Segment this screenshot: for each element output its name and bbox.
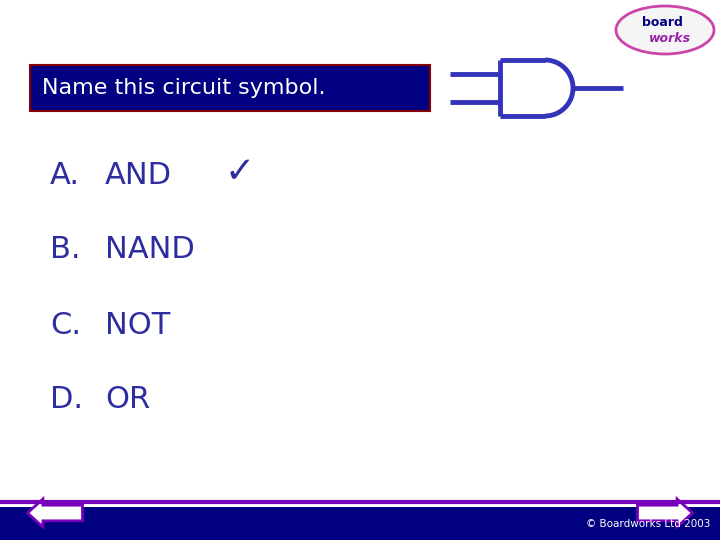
Text: © Boardworks Ltd 2003: © Boardworks Ltd 2003 bbox=[585, 519, 710, 529]
Ellipse shape bbox=[616, 6, 714, 54]
Text: ✓: ✓ bbox=[225, 155, 256, 189]
Text: B.: B. bbox=[50, 235, 81, 265]
Text: Name this circuit symbol.: Name this circuit symbol. bbox=[42, 78, 325, 98]
Text: NOT: NOT bbox=[105, 310, 170, 340]
Text: NAND: NAND bbox=[105, 235, 194, 265]
FancyBboxPatch shape bbox=[30, 65, 430, 111]
Text: AND: AND bbox=[105, 160, 172, 190]
Polygon shape bbox=[637, 499, 693, 527]
Text: C.: C. bbox=[50, 310, 81, 340]
Text: D.: D. bbox=[50, 386, 83, 415]
Polygon shape bbox=[27, 499, 83, 527]
Text: board: board bbox=[642, 17, 683, 30]
Text: OR: OR bbox=[105, 386, 150, 415]
Text: A.: A. bbox=[50, 160, 80, 190]
Bar bbox=[0, 507, 720, 540]
Text: works: works bbox=[649, 31, 691, 44]
